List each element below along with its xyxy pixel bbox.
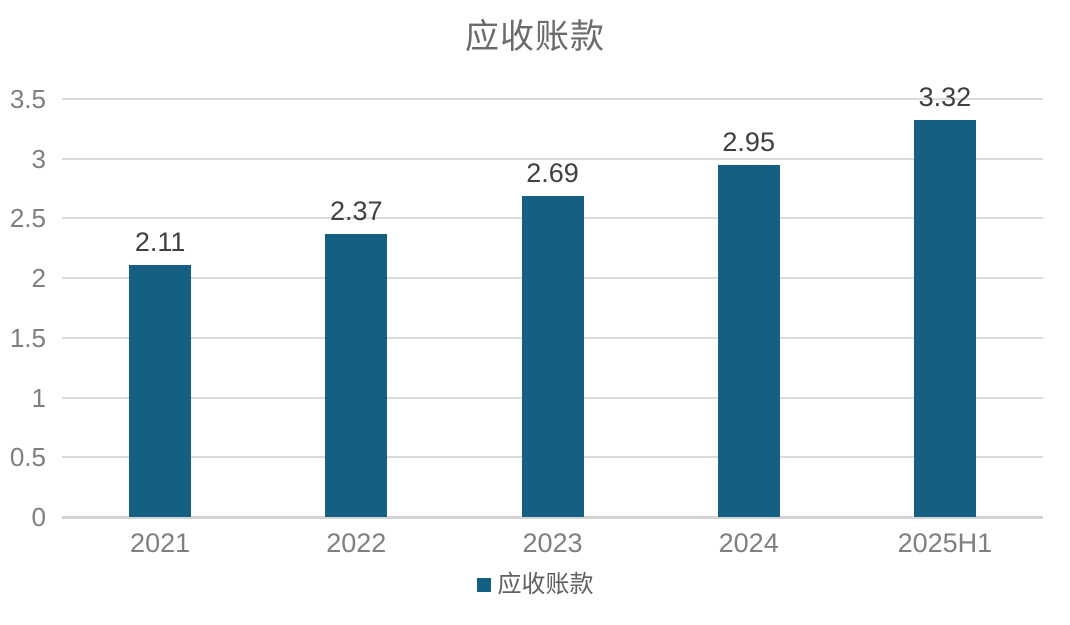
bar-2022 [325, 233, 388, 517]
y-axis-tick-label: 3 [31, 143, 46, 174]
x-axis-tick-label-2022: 2022 [326, 528, 387, 558]
y-axis-tick-label: 0.5 [9, 442, 46, 473]
bar-value-label-2025H1: 3.32 [918, 82, 972, 113]
gridline-y-3.5 [62, 98, 1043, 100]
x-axis-line [62, 516, 1043, 519]
bar-2023 [521, 195, 584, 517]
x-axis-tick-label-2025H1: 2025H1 [897, 528, 993, 558]
y-axis-tick-label: 1 [31, 382, 46, 413]
bar-2021 [129, 265, 192, 517]
x-axis-tick-label-2024: 2024 [718, 528, 779, 558]
gridline-y-3 [62, 157, 1043, 160]
bar-value-label-2021: 2.11 [134, 227, 186, 257]
y-axis-tick-label: 2 [31, 263, 46, 294]
y-axis-tick-label: 0 [31, 502, 46, 532]
legend-label: 应收账款 [497, 571, 594, 598]
legend-square-swatch-icon [476, 578, 491, 592]
bar-value-label-2024: 2.95 [722, 126, 775, 157]
y-axis-tick-label: 2.5 [9, 203, 46, 234]
bar-value-label-2023: 2.69 [526, 157, 579, 188]
bar-2024 [717, 164, 780, 517]
y-axis-tick-label: 1.5 [9, 322, 46, 353]
legend: 应收账款 [0, 571, 1070, 599]
x-axis-tick-label-2021: 2021 [130, 528, 191, 558]
x-axis-tick-label-2023: 2023 [522, 528, 583, 558]
y-axis-tick-label: 3.5 [9, 84, 46, 114]
bar-2025H1 [913, 120, 976, 517]
bar-value-label-2022: 2.37 [330, 195, 383, 226]
chart-title: 应收账款 [465, 18, 605, 56]
